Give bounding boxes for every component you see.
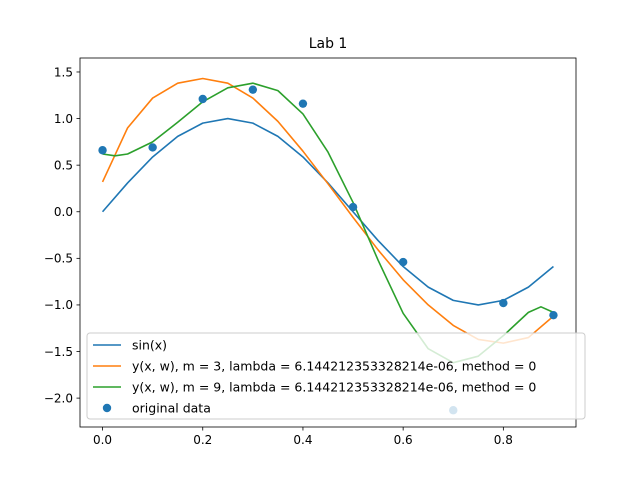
axes-frame bbox=[79, 57, 577, 428]
legend-label: y(x, w), m = 9, lambda = 6.1442123533282… bbox=[132, 380, 536, 395]
legend-label: original data bbox=[132, 401, 211, 416]
data-point bbox=[298, 99, 308, 108]
legend: sin(x) y(x, w), m = 3, lambda = 6.1442123… bbox=[86, 332, 586, 420]
y-tick-label: −0.5 bbox=[44, 252, 73, 266]
data-point bbox=[348, 202, 358, 212]
data-point bbox=[98, 146, 107, 155]
legend-swatch-marker bbox=[102, 403, 112, 413]
x-tick-label: 0.6 bbox=[394, 433, 413, 447]
y-tick-label: 0.0 bbox=[54, 205, 73, 219]
data-point bbox=[549, 310, 558, 320]
y-tick-label: 1.5 bbox=[54, 65, 73, 79]
y-tick-label: −1.0 bbox=[44, 298, 73, 312]
data-point bbox=[499, 298, 508, 308]
y-tick-label: −1.5 bbox=[44, 345, 73, 359]
data-point bbox=[398, 257, 408, 267]
y-tick-label: 0.5 bbox=[54, 158, 73, 172]
legend-label: sin(x) bbox=[132, 338, 167, 353]
y-tick-label: 1.0 bbox=[54, 112, 73, 126]
x-tick-label: 0.2 bbox=[193, 433, 212, 447]
data-point bbox=[248, 85, 258, 94]
y-tick-label: −2.0 bbox=[44, 391, 73, 405]
chart-title: Lab 1 bbox=[309, 36, 348, 52]
x-tick-label: 0.4 bbox=[293, 433, 312, 447]
axes: 0.0 0.2 0.4 0.6 0.8 −2.0 −1.5 −1.0 −0.5 0.0 0.5 1.0… bbox=[44, 57, 586, 447]
data-point bbox=[198, 94, 207, 104]
x-tick-label: 0.8 bbox=[494, 433, 513, 447]
data-point bbox=[148, 143, 157, 152]
legend-box bbox=[86, 332, 586, 420]
legend-label: y(x, w), m = 3, lambda = 6.1442123533282… bbox=[132, 359, 536, 374]
x-tick-label: 0.0 bbox=[93, 433, 112, 447]
